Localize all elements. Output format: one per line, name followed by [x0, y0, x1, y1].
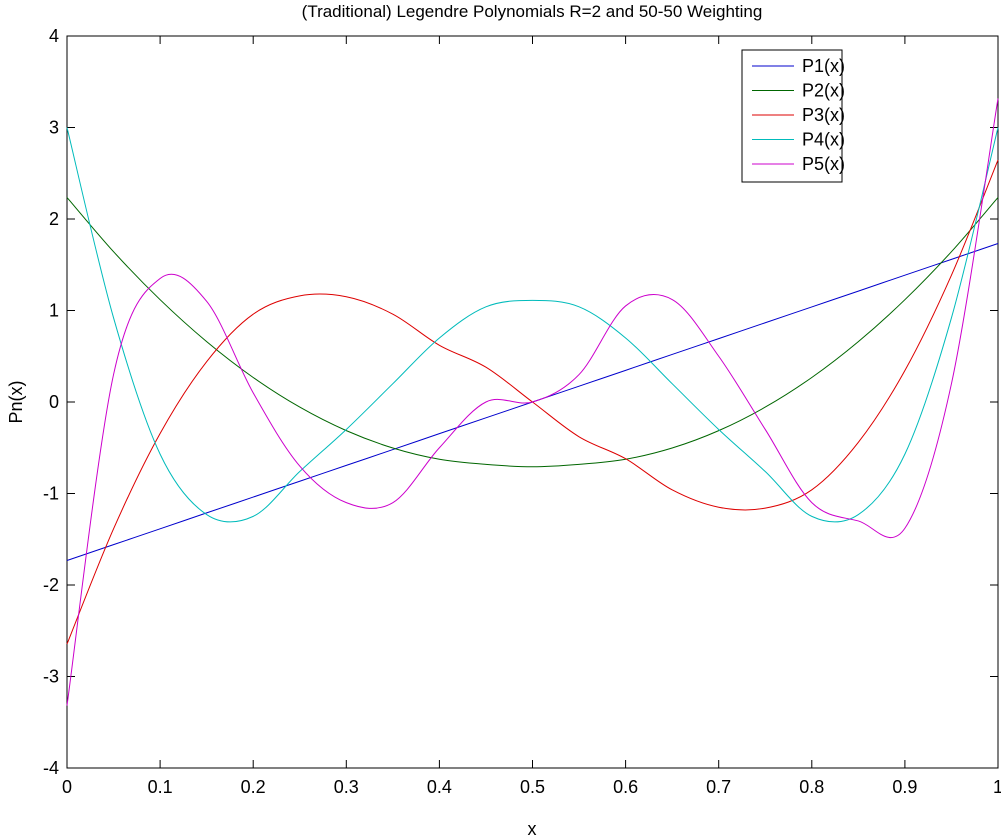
y-axis-label: Pn(x): [6, 380, 26, 423]
series-lines: [66, 98, 999, 706]
x-axis-label: x: [528, 819, 537, 839]
x-tick-label: 0.1: [148, 777, 173, 797]
x-tick-label: 0: [62, 777, 72, 797]
x-tick-label: 1: [993, 777, 1001, 797]
chart-title: (Traditional) Legendre Polynomials R=2 a…: [302, 2, 763, 21]
x-tick-label: 0.3: [334, 777, 359, 797]
legend-entry: P2(x): [802, 81, 845, 101]
series-line-p5: [66, 98, 999, 706]
x-tick-label: 0.4: [427, 777, 452, 797]
y-tick-label: 1: [49, 301, 59, 321]
y-tick-label: -4: [43, 758, 59, 778]
legend-entry: P3(x): [802, 105, 845, 125]
legend-entry: P1(x): [802, 56, 845, 76]
x-tick-label: 0.7: [706, 777, 731, 797]
y-tick-label: 0: [49, 392, 59, 412]
y-tick-label: 4: [49, 26, 59, 46]
y-tick-label: 2: [49, 209, 59, 229]
legend-box: [741, 49, 843, 183]
y-axis: -4 -3 -2 -1 0 1 2 3 4: [43, 26, 998, 778]
series-line-p2: [66, 197, 999, 468]
legend-entry: P4(x): [802, 130, 845, 150]
legend: P1(x) P2(x) P3(x) P4(x) P5(x): [741, 49, 845, 183]
x-tick-label: 0.6: [613, 777, 638, 797]
y-tick-label: -3: [43, 667, 59, 687]
x-tick-label: 0.9: [892, 777, 917, 797]
x-axis: 0 0.1 0.2 0.3 0.4 0.5 0.6 0.7 0.8 0.9 1: [62, 36, 1001, 797]
y-tick-label: -1: [43, 484, 59, 504]
x-tick-label: 0.2: [241, 777, 266, 797]
legend-entry: P5(x): [802, 154, 845, 174]
y-tick-label: 3: [49, 118, 59, 138]
x-tick-label: 0.5: [520, 777, 545, 797]
y-tick-label: -2: [43, 575, 59, 595]
series-line-p4: [66, 127, 999, 523]
x-tick-label: 0.8: [799, 777, 824, 797]
